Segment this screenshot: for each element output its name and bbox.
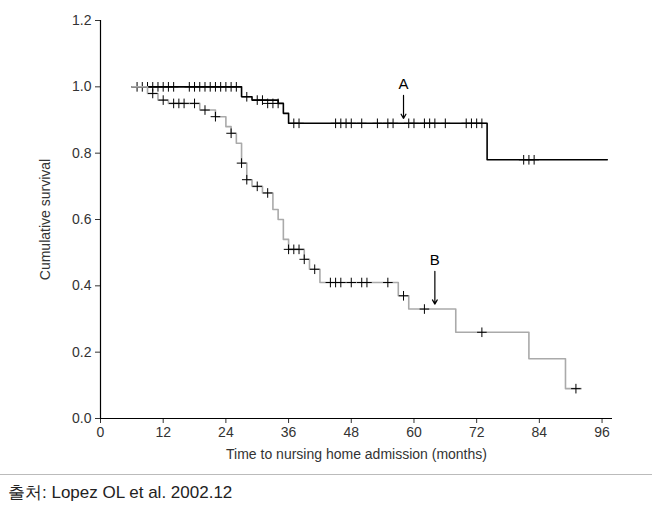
svg-text:96: 96 xyxy=(594,424,610,440)
svg-text:A: A xyxy=(399,75,409,92)
svg-text:12: 12 xyxy=(155,424,171,440)
html-text:출처: Lopez OL et al. 2002.12: 출처: Lopez OL et al. 2002.12 xyxy=(8,483,233,502)
svg-text:1.2: 1.2 xyxy=(72,12,92,28)
svg-text:Time to nursing home admission: Time to nursing home admission (months) xyxy=(226,446,487,462)
svg-text:0: 0 xyxy=(97,424,105,440)
svg-text:B: B xyxy=(430,251,440,268)
svg-text:48: 48 xyxy=(343,424,359,440)
svg-text:72: 72 xyxy=(469,424,485,440)
svg-text:24: 24 xyxy=(218,424,234,440)
svg-text:84: 84 xyxy=(532,424,548,440)
svg-text:0.8: 0.8 xyxy=(72,145,92,161)
svg-text:0.2: 0.2 xyxy=(72,344,92,360)
svg-text:0.0: 0.0 xyxy=(72,410,92,426)
svg-text:36: 36 xyxy=(281,424,297,440)
svg-text:0.4: 0.4 xyxy=(72,277,92,293)
svg-text:Cumulative survival: Cumulative survival xyxy=(37,159,53,280)
svg-text:1.0: 1.0 xyxy=(72,78,92,94)
svg-text:60: 60 xyxy=(406,424,422,440)
svg-text:0.6: 0.6 xyxy=(72,211,92,227)
